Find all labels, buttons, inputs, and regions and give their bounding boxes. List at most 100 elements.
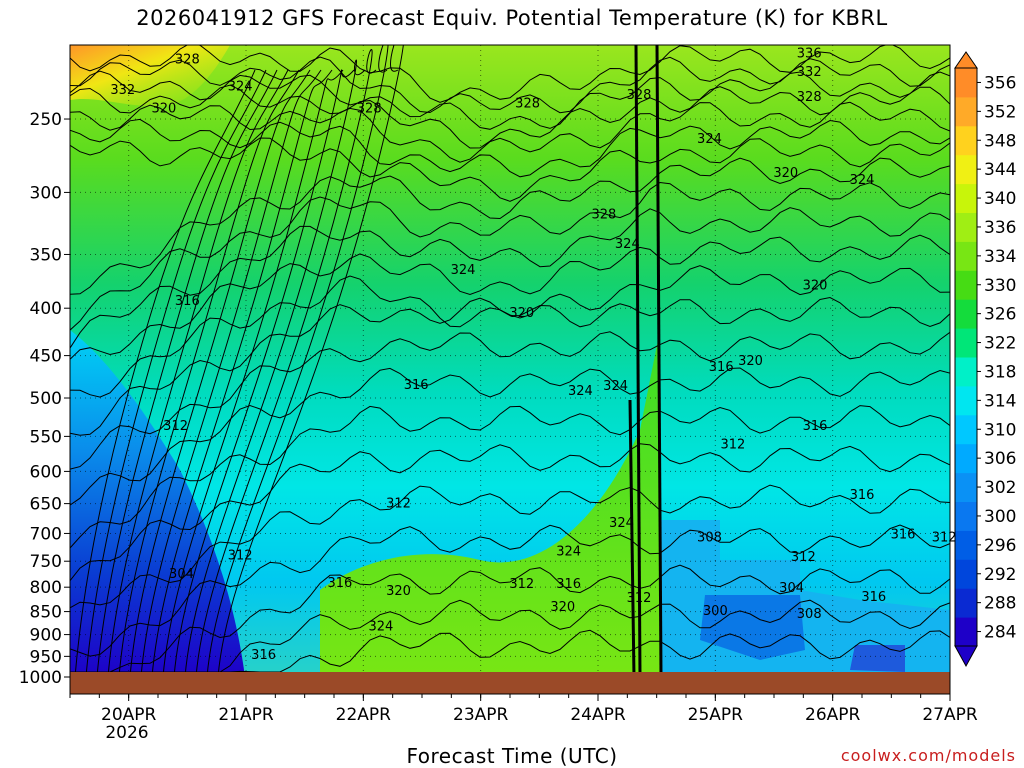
contour-label: 316 bbox=[709, 360, 734, 375]
contour-line bbox=[70, 70, 950, 130]
contour-line bbox=[184, 59, 366, 677]
colorbar-swatch bbox=[955, 472, 977, 502]
contour-line bbox=[206, 45, 389, 677]
colorbar-label: 284 bbox=[984, 623, 1016, 643]
contour-line bbox=[70, 137, 950, 202]
contour-line bbox=[70, 101, 950, 163]
contour-line bbox=[151, 69, 333, 677]
y-tick-label: 450 bbox=[30, 347, 62, 367]
contour-label: 300 bbox=[703, 604, 728, 619]
contour-label: 316 bbox=[251, 648, 276, 663]
contour-label: 324 bbox=[603, 379, 628, 394]
x-tick-label: 26APR bbox=[805, 705, 861, 725]
y-tick-label: 900 bbox=[30, 626, 62, 646]
contour-label: 324 bbox=[568, 384, 593, 399]
colorbar-label: 318 bbox=[984, 362, 1016, 382]
contour-label: 320 bbox=[773, 166, 798, 181]
colorbar-swatch bbox=[955, 183, 977, 213]
contour-label: 320 bbox=[803, 278, 828, 293]
contour-label: 316 bbox=[556, 577, 581, 592]
y-tick-label: 500 bbox=[30, 389, 62, 409]
contour-label: 332 bbox=[797, 65, 822, 80]
colorbar-swatch bbox=[955, 414, 977, 445]
y-axis: 250 300 350 400 450 500 550 600 650 700 750 800 850 9… bbox=[19, 110, 70, 688]
y-tick-label: 1000 bbox=[19, 668, 62, 688]
colorbar-swatch bbox=[955, 68, 977, 98]
colorbar-swatch bbox=[955, 328, 977, 358]
contour-line bbox=[70, 405, 950, 549]
colorbar-label: 306 bbox=[984, 449, 1016, 469]
contour-label: 312 bbox=[228, 549, 253, 564]
chart-title: 2026041912 GFS Forecast Equiv. Potential… bbox=[136, 6, 888, 30]
contour-label: 320 bbox=[386, 584, 411, 599]
contour-line bbox=[74, 69, 256, 677]
colorbar-label: 314 bbox=[984, 391, 1016, 411]
contour-label: 316 bbox=[803, 419, 828, 434]
colorbar-label: 300 bbox=[984, 507, 1016, 527]
contour-line bbox=[70, 56, 950, 114]
colorbar-swatch bbox=[955, 241, 977, 271]
contour-label: 316 bbox=[175, 294, 200, 309]
contour-labels: 332 328 320 324 328 328 328 336 332 328 324 320 324 3… bbox=[110, 47, 956, 664]
y-tick-label: 550 bbox=[30, 427, 62, 447]
y-tick-label: 750 bbox=[30, 552, 62, 572]
colorbar-label: 296 bbox=[984, 536, 1016, 556]
colorbar-swatch bbox=[955, 559, 977, 589]
contour-line bbox=[70, 484, 950, 609]
warm-lower-region bbox=[320, 330, 660, 677]
contour-label: 324 bbox=[697, 132, 722, 147]
colorbar-swatch bbox=[955, 212, 977, 242]
contour-line bbox=[70, 524, 950, 657]
contour-lines bbox=[70, 45, 950, 677]
colorbar-label: 336 bbox=[984, 218, 1016, 238]
contour-label: 316 bbox=[850, 488, 875, 503]
y-tick-label: 800 bbox=[30, 578, 62, 598]
contour-label: 312 bbox=[791, 550, 816, 565]
colorbar-label: 310 bbox=[984, 420, 1016, 440]
y-tick-label: 250 bbox=[30, 110, 62, 130]
contour-line bbox=[70, 265, 950, 398]
contour-line bbox=[217, 45, 404, 677]
contour-label: 312 bbox=[932, 530, 957, 545]
contour-label: 324 bbox=[369, 620, 394, 635]
colorbar-label: 356 bbox=[984, 73, 1016, 93]
colorbar-bottom-arrow bbox=[954, 645, 978, 668]
x-tick-label: 27APR bbox=[922, 705, 978, 725]
contour-line bbox=[70, 564, 950, 673]
contour-line bbox=[140, 69, 322, 677]
y-tick-label: 350 bbox=[30, 245, 62, 265]
contour-label: 308 bbox=[697, 530, 722, 545]
contour-line bbox=[195, 49, 377, 677]
contour-line bbox=[70, 443, 950, 582]
colorbar-label: 322 bbox=[984, 334, 1016, 354]
y-tick-label: 850 bbox=[30, 603, 62, 623]
x-tick-label: 24APR bbox=[570, 705, 626, 725]
colorbar-label: 292 bbox=[984, 565, 1016, 585]
filled-field bbox=[70, 45, 950, 677]
contour-label: 304 bbox=[779, 581, 804, 596]
contour-label: 328 bbox=[797, 90, 822, 105]
contour-line bbox=[70, 118, 950, 178]
contour-line bbox=[70, 296, 950, 436]
colorbar-swatch bbox=[955, 299, 977, 329]
contour-label: 328 bbox=[357, 102, 382, 117]
contour-line bbox=[70, 331, 950, 470]
y-tick-label: 600 bbox=[30, 462, 62, 482]
colorbar-label: 340 bbox=[984, 189, 1016, 209]
contour-line bbox=[107, 69, 289, 677]
contour-line bbox=[70, 45, 950, 103]
contour-label: 320 bbox=[738, 354, 763, 369]
colorbar-swatch bbox=[955, 357, 977, 387]
y-tick-label: 950 bbox=[30, 647, 62, 667]
colorbar-swatch bbox=[955, 617, 977, 647]
contour-label: 316 bbox=[404, 378, 429, 393]
credit-link[interactable]: coolwx.com/models bbox=[840, 746, 1016, 765]
frontal-contour bbox=[634, 45, 642, 677]
contour-label: 328 bbox=[627, 88, 652, 103]
colorbar-frame bbox=[954, 67, 978, 647]
contour-label: 324 bbox=[609, 516, 634, 531]
cold-core-far-right bbox=[850, 645, 905, 672]
contour-label: 328 bbox=[515, 97, 540, 112]
contour-line bbox=[118, 69, 300, 677]
